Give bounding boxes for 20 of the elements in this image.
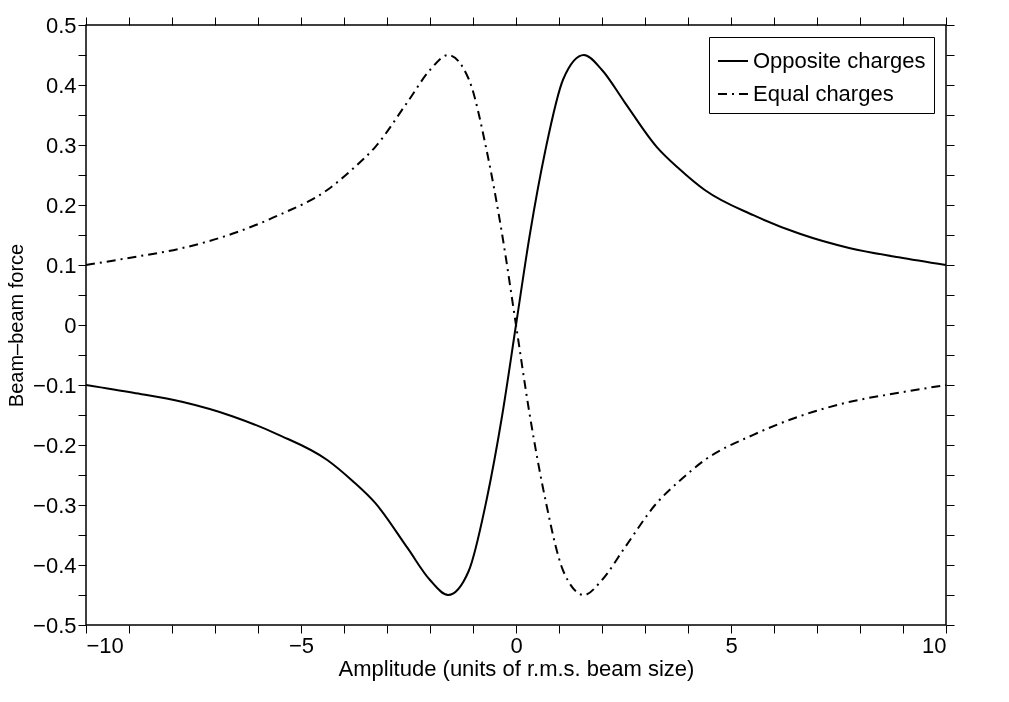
- legend-label: Equal charges: [753, 81, 894, 106]
- y-tick-label: 0.5: [45, 12, 77, 38]
- x-axis-title: Amplitude (units of r.m.s. beam size): [338, 655, 695, 681]
- x-tick-label: 0: [510, 632, 523, 658]
- y-tick-label: −0.2: [33, 432, 77, 458]
- x-tick-label: 10: [922, 632, 947, 658]
- y-tick-label: 0.3: [45, 132, 77, 158]
- x-tick-label: 5: [725, 632, 738, 658]
- y-tick-label: −0.4: [33, 552, 77, 578]
- y-tick-label: −0.5: [33, 612, 77, 638]
- y-tick-label: 0.4: [45, 72, 77, 98]
- y-tick-label: −0.3: [33, 492, 77, 518]
- y-tick-label: 0.1: [45, 252, 77, 278]
- y-axis-title: Beam–beam force: [5, 243, 28, 408]
- y-tick-label: −0.1: [33, 372, 77, 398]
- y-tick-label: 0: [64, 312, 77, 338]
- y-tick-label: 0.2: [45, 192, 77, 218]
- legend-label: Opposite charges: [753, 48, 926, 73]
- x-tick-label: −10: [86, 632, 124, 658]
- x-tick-label: −5: [288, 632, 315, 658]
